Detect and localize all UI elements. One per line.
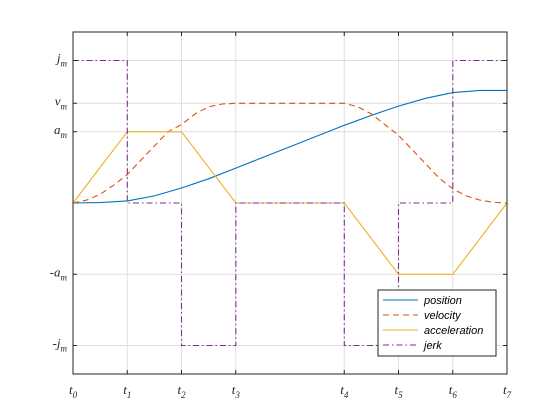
plot-frame: [72, 31, 508, 375]
legend-label-jerk: jerk: [422, 340, 442, 352]
x-tick-label: t6: [449, 382, 458, 400]
x-tick-label: t2: [177, 382, 186, 400]
series-lines: [72, 59, 508, 347]
x-tick-label: t1: [123, 382, 131, 400]
series-line-velocity: [72, 102, 508, 204]
series-line-jerk: [73, 59, 507, 347]
series-line-position: [72, 89, 507, 204]
x-tick-label: t7: [503, 382, 512, 400]
x-tick-label: t5: [394, 382, 403, 400]
x-tick-label: t3: [232, 382, 241, 400]
x-tick-label: t0: [69, 382, 78, 400]
y-tick-label: -am: [50, 264, 68, 282]
y-tick-label: vm: [55, 93, 68, 111]
legend-label-velocity: velocity: [424, 310, 462, 322]
axis-ticks: t0 t1 t2 t3 t4 t5 t6 t7 jm vm am -am -jm: [50, 32, 512, 400]
legend-label-position: position: [423, 295, 462, 307]
y-tick-label: am: [54, 122, 68, 140]
y-tick-label: -jm: [53, 336, 68, 354]
legend: position velocity acceleration jerk: [377, 289, 497, 357]
legend-label-acceleration: acceleration: [424, 325, 483, 337]
x-tick-label: t4: [340, 382, 349, 400]
y-tick-label: jm: [55, 51, 68, 69]
